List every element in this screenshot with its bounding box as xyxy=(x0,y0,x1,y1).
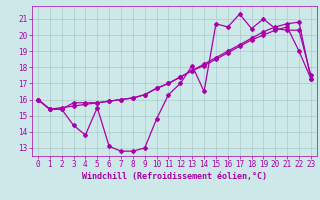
X-axis label: Windchill (Refroidissement éolien,°C): Windchill (Refroidissement éolien,°C) xyxy=(82,172,267,181)
